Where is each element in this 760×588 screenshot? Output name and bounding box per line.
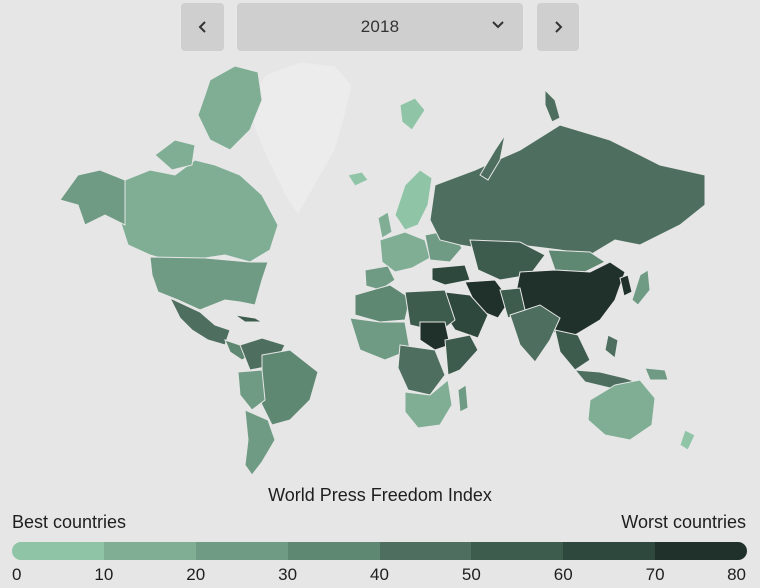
country-russia[interactable] [429, 124, 706, 256]
chevron-right-icon [555, 21, 563, 33]
legend-color-segment [195, 542, 288, 560]
chevron-left-icon [198, 21, 206, 33]
country-canada-arctic-islands[interactable] [197, 65, 263, 151]
country-australia[interactable] [587, 379, 656, 441]
legend-color-segment [379, 542, 472, 560]
country-madagascar[interactable] [457, 384, 469, 413]
chevron-down-icon [492, 21, 504, 29]
country-greenland[interactable] [249, 61, 353, 216]
country-papua-new-guinea[interactable] [644, 367, 669, 381]
world-map [59, 61, 706, 476]
country-turkey[interactable] [431, 264, 471, 286]
country-peru-bolivia[interactable] [237, 369, 266, 411]
worst-countries-label: Worst countries [621, 512, 746, 532]
legend-tick-label: 80 [727, 565, 746, 584]
country-central-africa[interactable] [397, 344, 446, 396]
country-japan[interactable] [631, 269, 651, 306]
country-sudan[interactable] [419, 321, 451, 351]
country-canada-arctic-west[interactable] [154, 139, 196, 171]
country-southern-africa[interactable] [404, 379, 453, 429]
legend-tick-label: 40 [370, 565, 389, 584]
country-canada[interactable] [119, 159, 279, 263]
country-usa[interactable] [149, 256, 269, 311]
legend-tick-label: 0 [12, 565, 22, 584]
country-western-europe[interactable] [379, 231, 431, 273]
legend-color-segment [655, 542, 747, 560]
next-year-button[interactable] [537, 3, 579, 51]
country-cuba[interactable] [234, 314, 264, 323]
legend-tick-label: 60 [553, 565, 573, 584]
country-mongolia[interactable] [547, 249, 606, 273]
legend-tick-label: 10 [94, 565, 114, 584]
legend-color-segment [12, 542, 104, 560]
country-mexico[interactable] [168, 296, 231, 346]
legend-tick-label: 50 [461, 565, 481, 584]
country-philippines[interactable] [604, 334, 619, 359]
country-spain-portugal[interactable] [364, 265, 396, 291]
legend-color-segment [103, 542, 196, 560]
country-uk[interactable] [377, 211, 393, 239]
country-argentina-chile[interactable] [244, 409, 276, 476]
country-russia-kamchatka[interactable] [479, 134, 506, 181]
legend-tick-label: 30 [278, 565, 298, 584]
legend-tick-label: 70 [645, 565, 665, 584]
country-brazil[interactable] [254, 349, 319, 426]
country-scandinavia[interactable] [394, 169, 433, 231]
color-scale-legend [12, 542, 747, 560]
country-north-africa-west[interactable] [354, 284, 411, 323]
country-russia-novaya-zemlya[interactable] [544, 88, 561, 123]
country-east-africa[interactable] [444, 334, 479, 376]
country-svalbard[interactable] [399, 97, 426, 131]
country-iceland[interactable] [347, 171, 369, 187]
legend-color-segment [471, 542, 564, 560]
country-usa-alaska[interactable] [59, 169, 126, 226]
country-korea[interactable] [619, 274, 633, 297]
year-selected-value: 2018 [360, 17, 400, 36]
legend-color-segment [287, 542, 380, 560]
legend-tick-label: 20 [186, 565, 206, 584]
best-countries-label: Best countries [12, 512, 127, 532]
legend-color-segment [563, 542, 656, 560]
map-title: World Press Freedom Index [268, 485, 492, 505]
year-dropdown[interactable]: 2018 [237, 3, 523, 51]
country-new-zealand[interactable] [679, 429, 696, 451]
country-india[interactable] [509, 304, 561, 363]
previous-year-button[interactable] [181, 3, 224, 51]
country-southeast-asia[interactable] [554, 329, 591, 371]
